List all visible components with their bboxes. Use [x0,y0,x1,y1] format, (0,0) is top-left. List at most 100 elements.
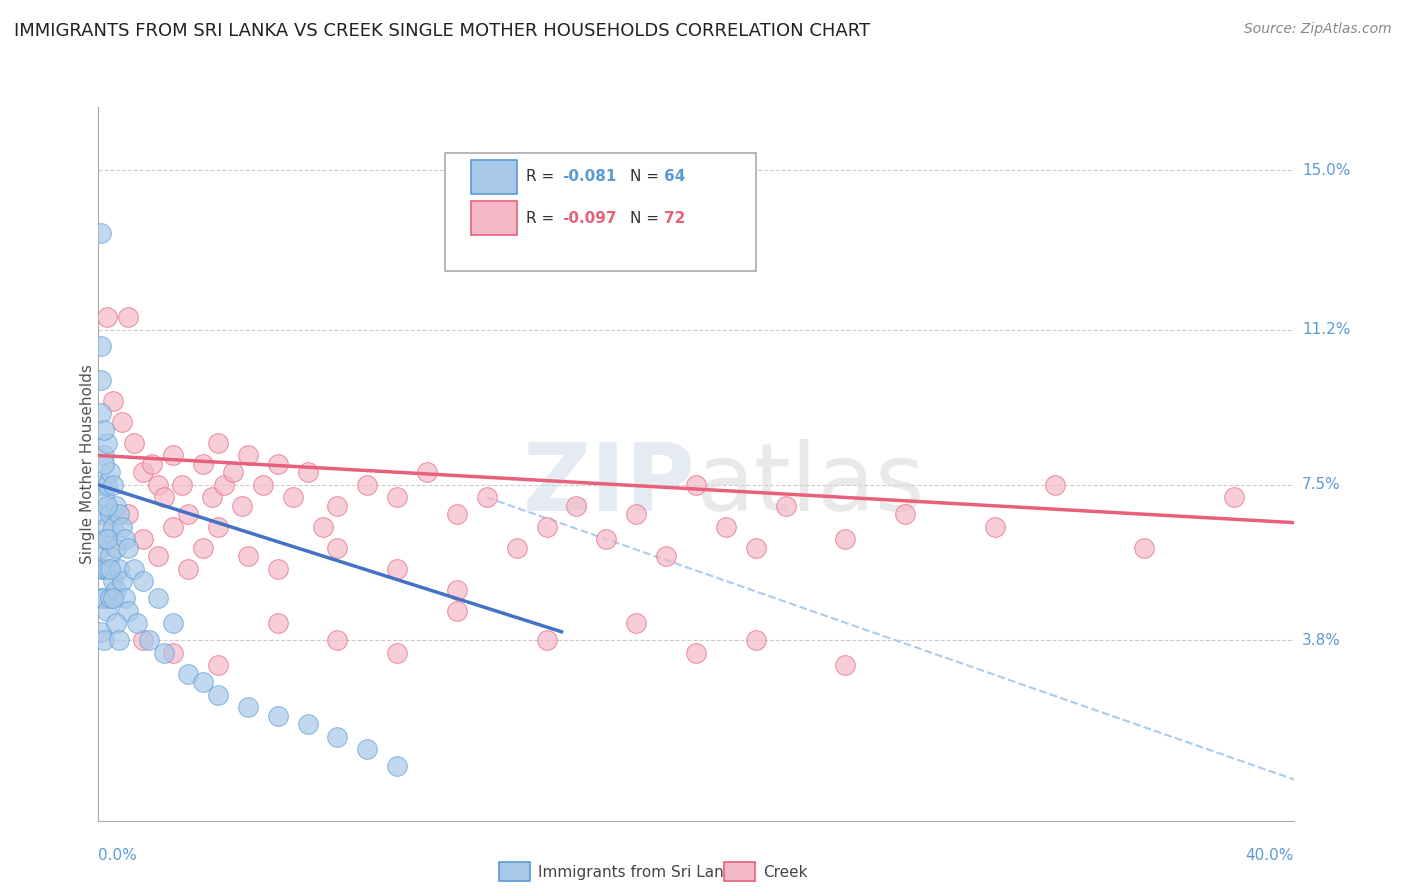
Text: 0.0%: 0.0% [98,848,138,863]
Point [685,646,707,660]
Point [90,624,112,639]
Point [96,520,118,534]
Point [108,633,131,648]
Point [236,549,259,564]
Point [103,591,125,606]
Point [416,465,439,479]
Point [103,393,125,408]
Point [132,533,155,547]
Point [177,507,200,521]
Point [207,658,229,673]
Point [894,507,917,521]
Point [385,759,409,773]
Point [93,491,115,505]
Point [162,616,184,631]
Point [267,457,290,471]
Point [96,499,118,513]
Point [93,591,115,606]
Point [96,533,118,547]
Point [90,373,112,387]
Point [222,465,245,479]
Point [983,520,1005,534]
Point [267,616,290,631]
Point [236,449,259,463]
Point [132,574,155,589]
Point [326,633,349,648]
Point [148,478,170,492]
Point [111,574,134,589]
Point [103,478,125,492]
Point [207,688,229,702]
Point [326,541,349,555]
Point [446,604,468,618]
Text: 72: 72 [664,211,685,226]
Point [685,478,707,492]
Point [1133,541,1156,555]
Point [132,465,155,479]
Text: R =: R = [526,211,560,226]
Point [111,415,134,429]
Point [93,633,115,648]
Point [446,507,468,521]
Text: 64: 64 [664,169,685,185]
Point [834,658,856,673]
Point [385,491,409,505]
Point [446,582,468,597]
Point [207,435,229,450]
Point [117,310,139,324]
Point [385,562,409,576]
Point [90,407,112,421]
Point [506,541,529,555]
Point [162,520,184,534]
Point [90,339,112,353]
Point [96,562,118,576]
Point [105,541,128,555]
Point [148,591,170,606]
Point [93,533,115,547]
Point [201,491,224,505]
Point [177,562,200,576]
Text: -0.097: -0.097 [562,211,617,226]
Point [111,520,134,534]
Point [191,457,214,471]
Point [148,549,170,564]
Point [98,465,122,479]
Point [124,435,146,450]
Point [536,520,558,534]
Point [90,507,112,521]
Point [745,633,768,648]
Point [565,499,588,513]
Text: atlas: atlas [696,439,924,532]
Point [624,616,647,631]
FancyBboxPatch shape [471,202,517,235]
Point [90,562,112,576]
Point [536,633,558,648]
Point [153,646,176,660]
Point [90,478,112,492]
Point [108,507,131,521]
Text: 3.8%: 3.8% [1302,632,1341,648]
Point [714,520,737,534]
Text: 7.5%: 7.5% [1302,477,1340,492]
Point [90,541,112,555]
Point [172,478,194,492]
Point [103,520,125,534]
Point [745,541,768,555]
Point [90,226,112,240]
Text: Source: ZipAtlas.com: Source: ZipAtlas.com [1244,22,1392,37]
Point [105,499,128,513]
Point [90,591,112,606]
Text: 15.0%: 15.0% [1302,162,1350,178]
Point [96,604,118,618]
Point [103,574,125,589]
Point [162,646,184,660]
Text: R =: R = [526,169,560,185]
Text: IMMIGRANTS FROM SRI LANKA VS CREEK SINGLE MOTHER HOUSEHOLDS CORRELATION CHART: IMMIGRANTS FROM SRI LANKA VS CREEK SINGL… [14,22,870,40]
Point [177,666,200,681]
Y-axis label: Single Mother Households: Single Mother Households [80,364,94,564]
Text: 11.2%: 11.2% [1302,322,1350,337]
Point [775,499,797,513]
Point [105,616,128,631]
Point [231,499,253,513]
Point [127,616,149,631]
